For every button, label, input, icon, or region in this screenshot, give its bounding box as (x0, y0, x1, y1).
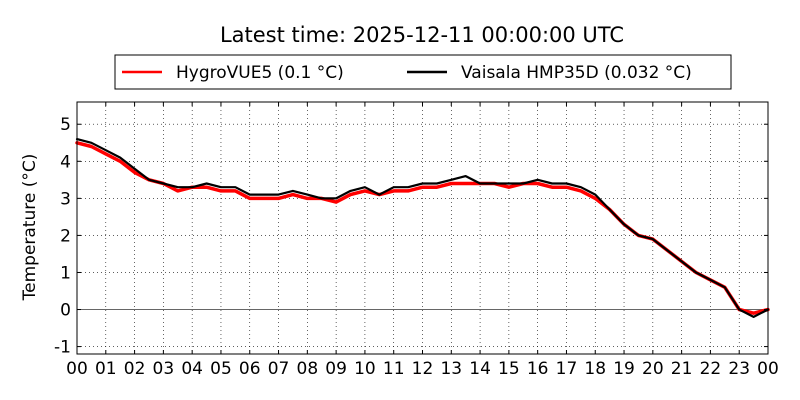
x-tick-label: 04 (181, 359, 203, 379)
x-tick-label: 00 (757, 359, 779, 379)
legend-label-hygrovue5: HygroVUE5 (0.1 °C) (176, 63, 344, 83)
series-line-hygrovue5 (75, 141, 770, 315)
x-tick-label: 11 (383, 359, 405, 379)
x-tick-label: 20 (642, 359, 664, 379)
x-tick-label: 01 (95, 359, 117, 379)
y-axis-label: Temperature (°C) (20, 154, 40, 302)
x-tick-label: 09 (325, 359, 347, 379)
x-tick-label: 05 (210, 359, 232, 379)
x-tick-label: 08 (297, 359, 319, 379)
x-tick-label: 03 (153, 359, 175, 379)
x-tick-label: 19 (613, 359, 635, 379)
x-tick-label: 07 (268, 359, 290, 379)
x-tick-label: 10 (354, 359, 376, 379)
y-tick-label: 0 (60, 301, 71, 321)
y-tick-label: -1 (54, 338, 71, 358)
y-tick-label: 1 (60, 263, 71, 283)
y-tick-label: 2 (60, 226, 71, 246)
y-tick-label: 4 (60, 152, 71, 172)
y-tick-label: 3 (60, 189, 71, 209)
x-tick-label: 14 (469, 359, 491, 379)
plot-area-border (76, 101, 769, 355)
x-tick-label: 18 (584, 359, 606, 379)
y-axis-ticks: -1 0 1 2 3 4 5 (54, 115, 768, 358)
legend-label-vaisala: Vaisala HMP35D (0.032 °C) (461, 63, 692, 83)
x-tick-label: 16 (527, 359, 549, 379)
x-tick-label: 02 (124, 359, 146, 379)
x-tick-label: 06 (239, 359, 261, 379)
legend: HygroVUE5 (0.1 °C) Vaisala HMP35D (0.032… (114, 54, 732, 90)
series-layer (75, 138, 770, 318)
x-axis-ticks: 00 01 02 03 04 05 06 07 08 09 10 11 12 13 14 15 16 17 18 19… (66, 102, 779, 379)
y-tick-label: 5 (60, 115, 71, 135)
x-tick-label: 15 (498, 359, 520, 379)
x-tick-label: 00 (66, 359, 88, 379)
x-tick-label: 17 (556, 359, 578, 379)
x-tick-label: 23 (728, 359, 750, 379)
series-line-vaisala (75, 138, 770, 318)
x-tick-label: 22 (700, 359, 722, 379)
x-tick-label: 12 (412, 359, 434, 379)
x-tick-label: 13 (440, 359, 462, 379)
plot-frame (76, 101, 769, 355)
chart-title: Latest time: 2025-12-11 00:00:00 UTC (220, 23, 624, 47)
grid-lines (77, 102, 768, 354)
x-tick-label: 21 (671, 359, 693, 379)
